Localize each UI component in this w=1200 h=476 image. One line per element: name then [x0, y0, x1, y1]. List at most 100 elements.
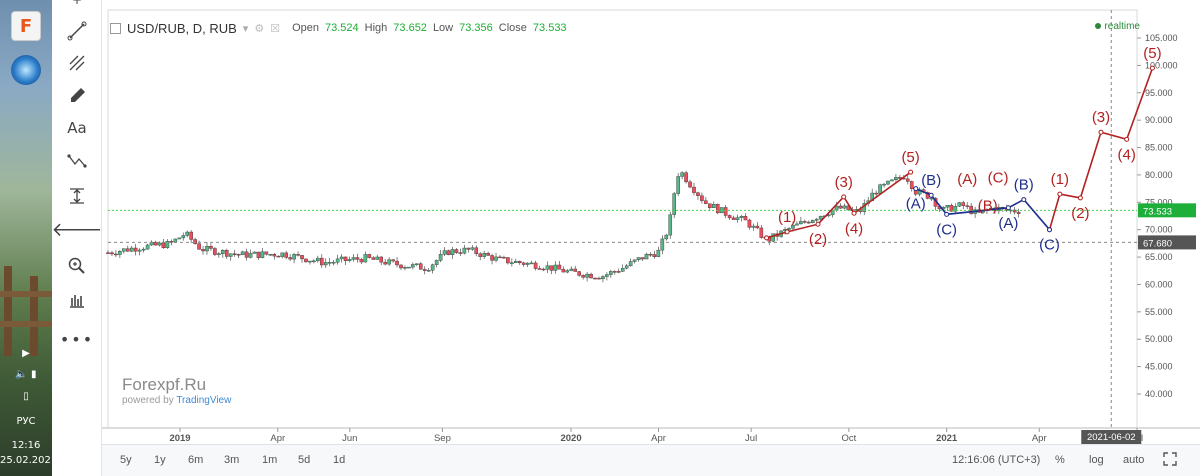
candle-body	[743, 216, 748, 221]
crosshair-icon[interactable]: +	[71, 0, 83, 7]
candle-body	[585, 273, 589, 278]
wave-red-correction-label: (A)	[957, 171, 977, 188]
collapse-icon[interactable]	[110, 22, 121, 34]
tray-arrow-icon[interactable]: ▶	[22, 348, 30, 359]
tray-battery-icon[interactable]: ▯	[23, 391, 29, 402]
range-1d-button[interactable]: 1d	[333, 454, 346, 466]
wave-blue-point	[913, 186, 919, 192]
candle-body	[343, 256, 348, 261]
candle-body	[751, 225, 756, 228]
open-label: Open	[292, 22, 319, 34]
candle-body	[228, 253, 233, 257]
candle-body	[791, 224, 795, 229]
candle-body	[648, 253, 653, 256]
tray-time[interactable]: 12:16	[11, 440, 41, 451]
auto-toggle[interactable]: auto	[1123, 454, 1145, 466]
wave-blue-label: (B)	[1014, 177, 1034, 194]
tradingview-link[interactable]: TradingView	[176, 395, 232, 406]
candle-body	[1016, 211, 1021, 214]
candle-body	[949, 205, 954, 212]
range-1m-button[interactable]: 1m	[262, 454, 278, 466]
range-5d-button[interactable]: 5d	[298, 454, 311, 466]
tray-volume-icon[interactable]: 🔈 ▮	[15, 369, 37, 380]
x-tick-label: Apr	[651, 433, 666, 444]
y-tick-label: 45.000	[1145, 362, 1173, 372]
wave-red-forecast-label: (1)	[1051, 171, 1069, 188]
candle-body	[256, 251, 261, 258]
trend-line-icon[interactable]	[52, 15, 102, 47]
crosshair-date-badge: 2021-06-02	[1087, 432, 1136, 443]
brush-icon[interactable]	[52, 80, 102, 112]
candle-body	[169, 241, 174, 243]
y-tick-label: 75.000	[1145, 197, 1173, 207]
realtime-dot-icon	[1095, 23, 1102, 29]
wave-red-forecast-label: (5)	[1143, 45, 1161, 62]
candle-body	[466, 247, 471, 250]
percent-toggle[interactable]: %	[1055, 454, 1065, 466]
forex-app-icon[interactable]: F	[11, 11, 41, 41]
pitchfork-icon[interactable]	[52, 47, 102, 79]
candle-body	[312, 260, 316, 263]
candle-body	[589, 273, 593, 279]
text-icon[interactable]: Aa	[67, 119, 87, 137]
current-price-badge: 73.533	[1143, 206, 1172, 217]
clock-timezone[interactable]: 12:16:06 (UTC+3)	[952, 454, 1041, 466]
watermark-site: Forexpf.Ru	[122, 375, 207, 394]
symbol-title[interactable]: USD/RUB, D, RUB	[127, 20, 237, 36]
x-tick-label: Sep	[434, 433, 451, 444]
candle-body	[300, 255, 304, 260]
tray-date[interactable]: 25.02.2021	[0, 455, 58, 466]
settings-icon[interactable]: ⚙	[254, 22, 265, 35]
candle-body	[708, 203, 712, 208]
price-chart[interactable]: 105.000 100.000 95.000 90.000 85.000 80.000 75…	[102, 0, 1200, 444]
chart-legend: USD/RUB, D, RUB ▾ ⚙ ☒ Open 73.524 High 7…	[110, 18, 567, 38]
candle-body	[541, 268, 546, 271]
close-icon[interactable]: ☒	[270, 22, 281, 35]
range-5y-button[interactable]: 5y	[120, 454, 132, 466]
candle-body	[953, 206, 958, 212]
candle-body	[221, 250, 225, 254]
range-6m-button[interactable]: 6m	[188, 454, 204, 466]
more-icon[interactable]: •••	[59, 329, 95, 349]
range-1y-button[interactable]: 1y	[154, 454, 166, 466]
zoom-icon[interactable]	[52, 250, 102, 282]
candle-body	[296, 254, 300, 256]
candle-body	[316, 257, 320, 262]
candle-body	[878, 184, 882, 194]
x-tick-label: Jul	[745, 433, 757, 444]
chart-area[interactable]: 105.000 100.000 95.000 90.000 85.000 80.000 75…	[102, 0, 1200, 476]
candle-body	[288, 257, 292, 260]
candle-body	[597, 277, 601, 280]
candle-body	[906, 178, 910, 182]
realtime-status: realtime	[1095, 21, 1140, 32]
candle-body	[418, 263, 423, 270]
candle-body	[422, 269, 427, 271]
candle-body	[957, 202, 962, 207]
wave-red-forecast-point	[1077, 195, 1083, 201]
wave-red-primary-label: (1)	[778, 209, 796, 226]
bottom-toolbar: 5y 1y 6m 3m 1m 5d 1d 12:16:06 (UTC+3) % …	[102, 444, 1200, 476]
candle-body	[890, 179, 894, 182]
candle-body	[442, 250, 447, 255]
back-arrow-icon[interactable]: 🡐	[51, 218, 103, 241]
wave-red-primary-point	[841, 194, 847, 200]
pattern-icon[interactable]	[52, 145, 102, 177]
tray-language[interactable]: РУС	[16, 416, 36, 427]
close-value: 73.533	[532, 22, 567, 34]
candle-body	[173, 238, 178, 243]
watermark-powered: powered by TradingView	[122, 395, 231, 406]
browser-app-icon[interactable]	[11, 55, 41, 85]
chevron-down-icon[interactable]: ▾	[242, 22, 249, 35]
fullscreen-icon[interactable]	[1162, 451, 1178, 470]
candle-body	[799, 221, 803, 225]
candle-body	[165, 241, 170, 249]
candle-body	[652, 254, 657, 257]
range-3m-button[interactable]: 3m	[224, 454, 240, 466]
measure-icon[interactable]	[52, 180, 102, 212]
y-tick-label: 95.000	[1145, 88, 1173, 98]
trash-icon[interactable]	[52, 284, 102, 316]
candle-body	[177, 237, 182, 240]
x-tick-label: Jun	[342, 433, 357, 444]
log-toggle[interactable]: log	[1089, 454, 1104, 466]
x-tick-label: Apr	[270, 433, 285, 444]
